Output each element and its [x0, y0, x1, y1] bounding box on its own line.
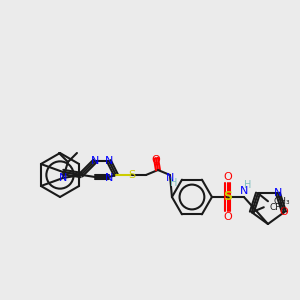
- Text: CH₃: CH₃: [274, 197, 291, 206]
- Text: N: N: [240, 186, 248, 196]
- Text: O: O: [152, 155, 160, 165]
- Text: O: O: [224, 172, 232, 182]
- Text: N: N: [274, 188, 282, 198]
- Text: N: N: [59, 173, 67, 183]
- Text: S: S: [128, 170, 136, 180]
- Text: CH₃: CH₃: [270, 203, 286, 212]
- Text: N: N: [105, 156, 113, 166]
- Text: S: S: [224, 190, 232, 203]
- Text: N: N: [166, 173, 174, 183]
- Text: N: N: [91, 156, 99, 166]
- Text: H: H: [244, 180, 252, 190]
- Text: O: O: [280, 207, 289, 217]
- Text: N: N: [105, 173, 113, 183]
- Text: H: H: [170, 178, 178, 188]
- Text: O: O: [224, 212, 232, 222]
